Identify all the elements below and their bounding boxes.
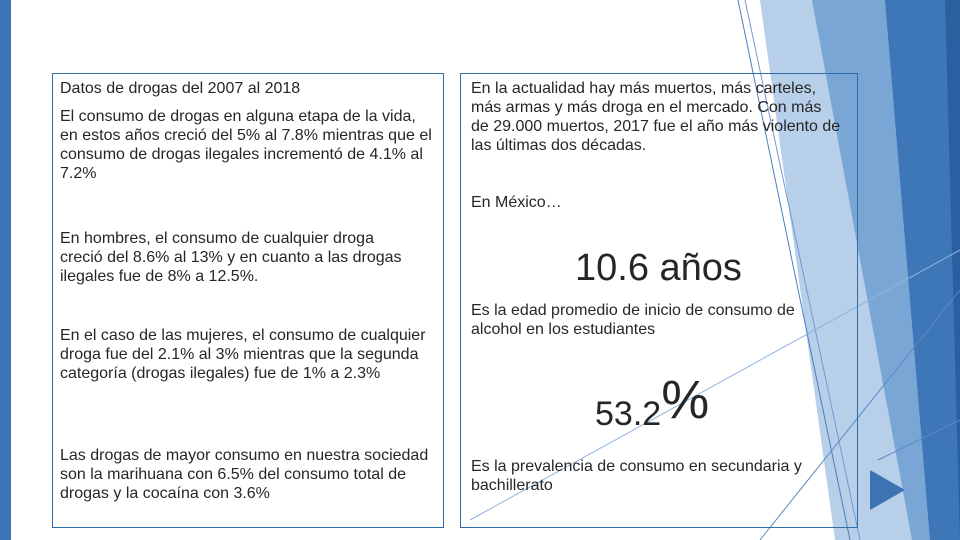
stat-prevalence: 53.2% xyxy=(595,372,709,434)
right-decor-dark xyxy=(885,0,960,540)
left-paragraph-3: En el caso de las mujeres, el consumo de… xyxy=(60,327,426,382)
stat-prevalence-unit: % xyxy=(661,370,710,430)
decor-line-3 xyxy=(759,289,960,540)
left-paragraph-4: Las drogas de mayor consumo en nuestra s… xyxy=(60,447,429,502)
decor-line-5 xyxy=(877,419,960,461)
stat-age-value: 10.6 años xyxy=(575,247,742,289)
right-decor-darkest xyxy=(945,0,960,540)
decor-line-2 xyxy=(744,0,861,540)
stat-prevalence-number: 53.2 xyxy=(595,395,662,433)
right-content-box xyxy=(460,73,858,528)
left-heading: Datos de drogas del 2007 al 2018 xyxy=(60,80,301,97)
right-country: En México… xyxy=(471,194,562,211)
left-paragraph-2: En hombres, el consumo de cualquier drog… xyxy=(60,230,402,285)
left-accent-bar xyxy=(0,0,11,540)
stat-age-caption: Es la edad promedio de inicio de consumo… xyxy=(471,302,795,338)
decor-line-1 xyxy=(737,0,851,540)
left-paragraph-1: El consumo de drogas en alguna etapa de … xyxy=(60,108,432,182)
stat-prevalence-caption: Es la prevalencia de consumo en secundar… xyxy=(471,458,802,494)
arrow-decor xyxy=(870,470,905,510)
left-content-box xyxy=(52,73,444,528)
decor-line-4 xyxy=(469,249,960,521)
right-intro: En la actualidad hay más muertos, más ca… xyxy=(471,80,841,154)
